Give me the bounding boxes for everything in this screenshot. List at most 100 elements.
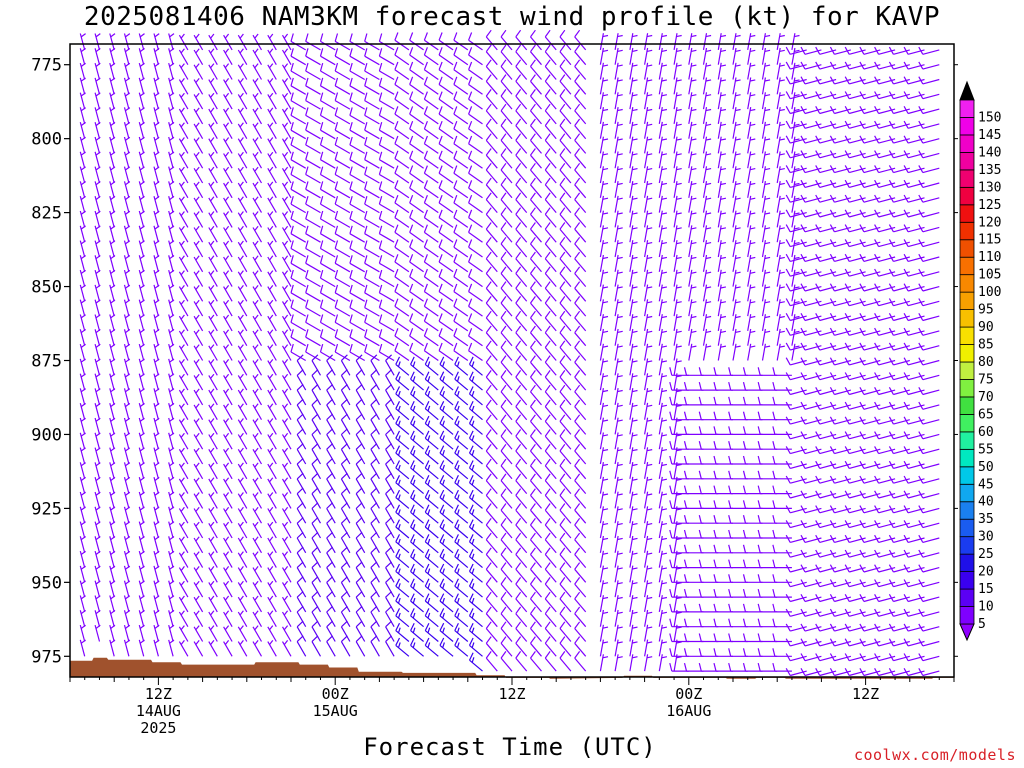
wind-barb — [237, 418, 248, 435]
wind-barb — [153, 462, 160, 479]
wind-barb — [267, 33, 277, 51]
wind-barb — [918, 61, 940, 70]
wind-barb — [772, 500, 792, 509]
wind-barb — [267, 151, 277, 169]
wind-barb — [559, 89, 572, 110]
wind-barb — [267, 270, 277, 287]
wind-barb — [168, 417, 175, 435]
wind-barb — [688, 151, 697, 169]
wind-barb — [874, 549, 896, 558]
wind-barb — [409, 91, 424, 110]
wind-barb — [859, 653, 881, 662]
wind-barb — [281, 137, 292, 154]
wind-barb — [305, 166, 321, 184]
colorbar-swatch — [959, 606, 975, 625]
wind-barb — [410, 356, 424, 376]
wind-barb — [530, 547, 542, 568]
wind-barb — [747, 92, 756, 110]
wind-barb — [815, 298, 837, 307]
wind-barb — [629, 535, 638, 553]
wind-barb — [178, 477, 189, 494]
wind-barb — [629, 387, 638, 406]
wind-barb — [123, 565, 131, 583]
wind-barb — [326, 517, 336, 539]
wind-barb — [815, 387, 837, 396]
wind-barb — [468, 150, 483, 169]
wind-barb — [500, 473, 513, 494]
wind-barb — [138, 521, 145, 539]
wind-barb — [728, 470, 748, 480]
wind-barb — [178, 270, 189, 287]
wind-barb — [237, 314, 248, 332]
wind-barb — [688, 47, 697, 65]
wind-barb — [252, 240, 263, 258]
wind-barb — [903, 268, 925, 277]
wind-barb — [874, 638, 896, 647]
wind-barb — [903, 165, 925, 174]
wind-barb — [178, 181, 189, 199]
wind-barb — [614, 654, 623, 672]
colorbar-label: 65 — [978, 407, 994, 422]
wind-barb — [874, 653, 896, 662]
wind-barb — [94, 284, 101, 302]
wind-barb — [468, 268, 483, 288]
wind-barb — [468, 298, 483, 317]
wind-barb — [349, 225, 365, 243]
wind-barb — [485, 370, 498, 391]
wind-barb — [673, 166, 682, 184]
wind-barb — [530, 29, 542, 51]
wind-barb — [252, 580, 263, 598]
wind-barb — [237, 166, 248, 184]
wind-barb — [94, 595, 101, 613]
wind-barb — [223, 299, 233, 317]
wind-barb — [153, 388, 160, 406]
wind-barb — [859, 76, 881, 85]
wind-barb — [123, 491, 131, 509]
wind-barb — [485, 340, 498, 361]
wind-barb — [423, 135, 439, 154]
wind-barb — [918, 150, 940, 159]
wind-barb — [168, 107, 175, 125]
wind-barb — [453, 194, 469, 214]
wind-barb — [688, 136, 697, 154]
wind-barb — [791, 343, 800, 361]
wind-barb — [785, 253, 807, 262]
wind-barb — [208, 196, 218, 213]
wind-barb — [732, 328, 741, 346]
wind-barb — [454, 401, 469, 421]
wind-barb — [815, 490, 837, 499]
wind-barb — [800, 239, 822, 248]
wind-barb — [785, 135, 807, 144]
wind-barb — [281, 492, 292, 509]
wind-barb — [485, 296, 498, 317]
wind-barb — [193, 299, 204, 317]
wind-barb — [485, 503, 498, 524]
wind-barb — [290, 107, 307, 125]
wind-barb — [223, 625, 233, 642]
wind-barb — [644, 106, 653, 125]
wind-barb — [530, 325, 542, 347]
wind-barb — [688, 77, 697, 95]
wind-barb — [500, 621, 513, 642]
wind-barb — [193, 506, 204, 524]
wind-barb — [815, 253, 837, 262]
wind-barb — [454, 371, 469, 391]
wind-barb — [544, 562, 557, 583]
wind-barb — [732, 33, 741, 51]
wind-barb — [424, 608, 439, 628]
wind-barb — [614, 77, 623, 95]
wind-barb — [305, 299, 321, 317]
wind-barb — [629, 314, 638, 332]
wind-barb — [223, 122, 233, 139]
wind-barb — [123, 343, 131, 361]
wind-barb — [829, 327, 852, 336]
wind-barb — [370, 472, 380, 494]
credit-link[interactable]: coolwx.com/models — [853, 746, 1016, 764]
wind-barb — [772, 411, 792, 421]
wind-barb — [237, 625, 248, 642]
wind-barb — [237, 240, 248, 258]
wind-barb — [252, 610, 263, 628]
wind-barb — [844, 608, 866, 617]
wind-barb — [559, 266, 572, 287]
wind-barb — [153, 92, 160, 110]
